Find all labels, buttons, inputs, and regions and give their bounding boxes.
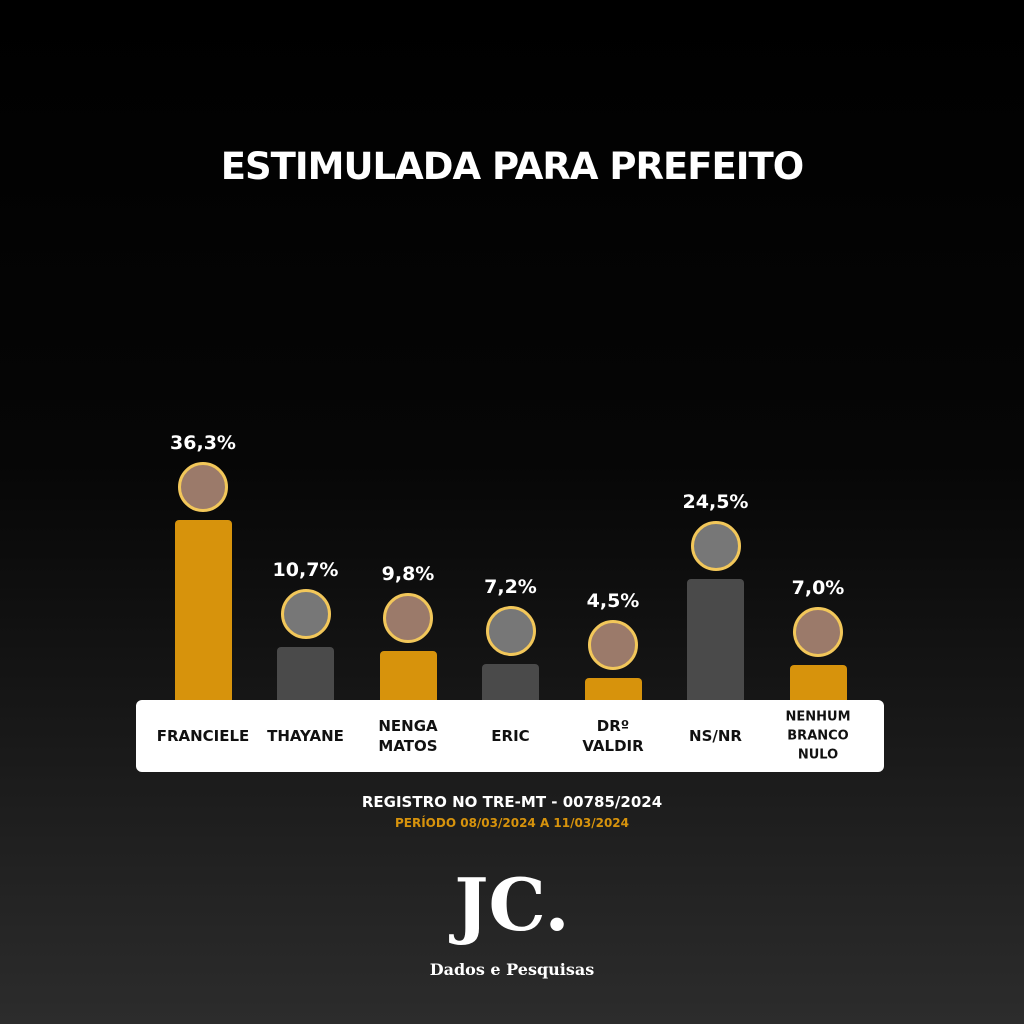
category-label: NENGA MATOS — [378, 717, 438, 755]
bar — [379, 651, 437, 700]
bar — [277, 646, 334, 700]
value-label: 9,8% — [381, 563, 435, 586]
value-label: 36,3% — [170, 432, 236, 454]
category-label: NS/NR — [689, 727, 742, 745]
value-label: 10,7% — [272, 558, 339, 581]
bar — [482, 664, 539, 700]
value-label: 24,5% — [682, 490, 749, 513]
avatar — [178, 462, 228, 512]
avatar — [588, 619, 638, 670]
avatar — [383, 593, 433, 644]
category-label: FRANCIELE — [156, 727, 250, 745]
value-label: 7,0% — [791, 577, 845, 600]
bar — [584, 677, 642, 700]
period: PERÍODO 08/03/2024 A 11/03/2024 — [394, 816, 629, 830]
logo: JC. — [454, 862, 570, 947]
avatar — [280, 588, 331, 639]
category-label: NENHUM BRANCO NULO — [785, 709, 851, 763]
category-label: DRº VALDIR — [582, 717, 644, 755]
category-label: THAYANE — [267, 727, 344, 745]
bar — [687, 578, 744, 700]
category-label: ERIC — [491, 727, 530, 745]
registry: REGISTRO NO TRE-MT - 00785/2024 — [361, 793, 663, 811]
value-label: 7,2% — [484, 576, 537, 599]
chart-title: ESTIMULADA PARA PREFEITO — [220, 145, 805, 188]
tagline: Dados e Pesquisas — [429, 960, 595, 979]
bar — [789, 665, 847, 700]
avatar — [485, 606, 536, 657]
avatar — [690, 520, 741, 571]
avatar — [793, 607, 843, 658]
bar — [174, 520, 232, 700]
value-label: 4,5% — [586, 589, 640, 612]
label-panel — [136, 700, 884, 772]
